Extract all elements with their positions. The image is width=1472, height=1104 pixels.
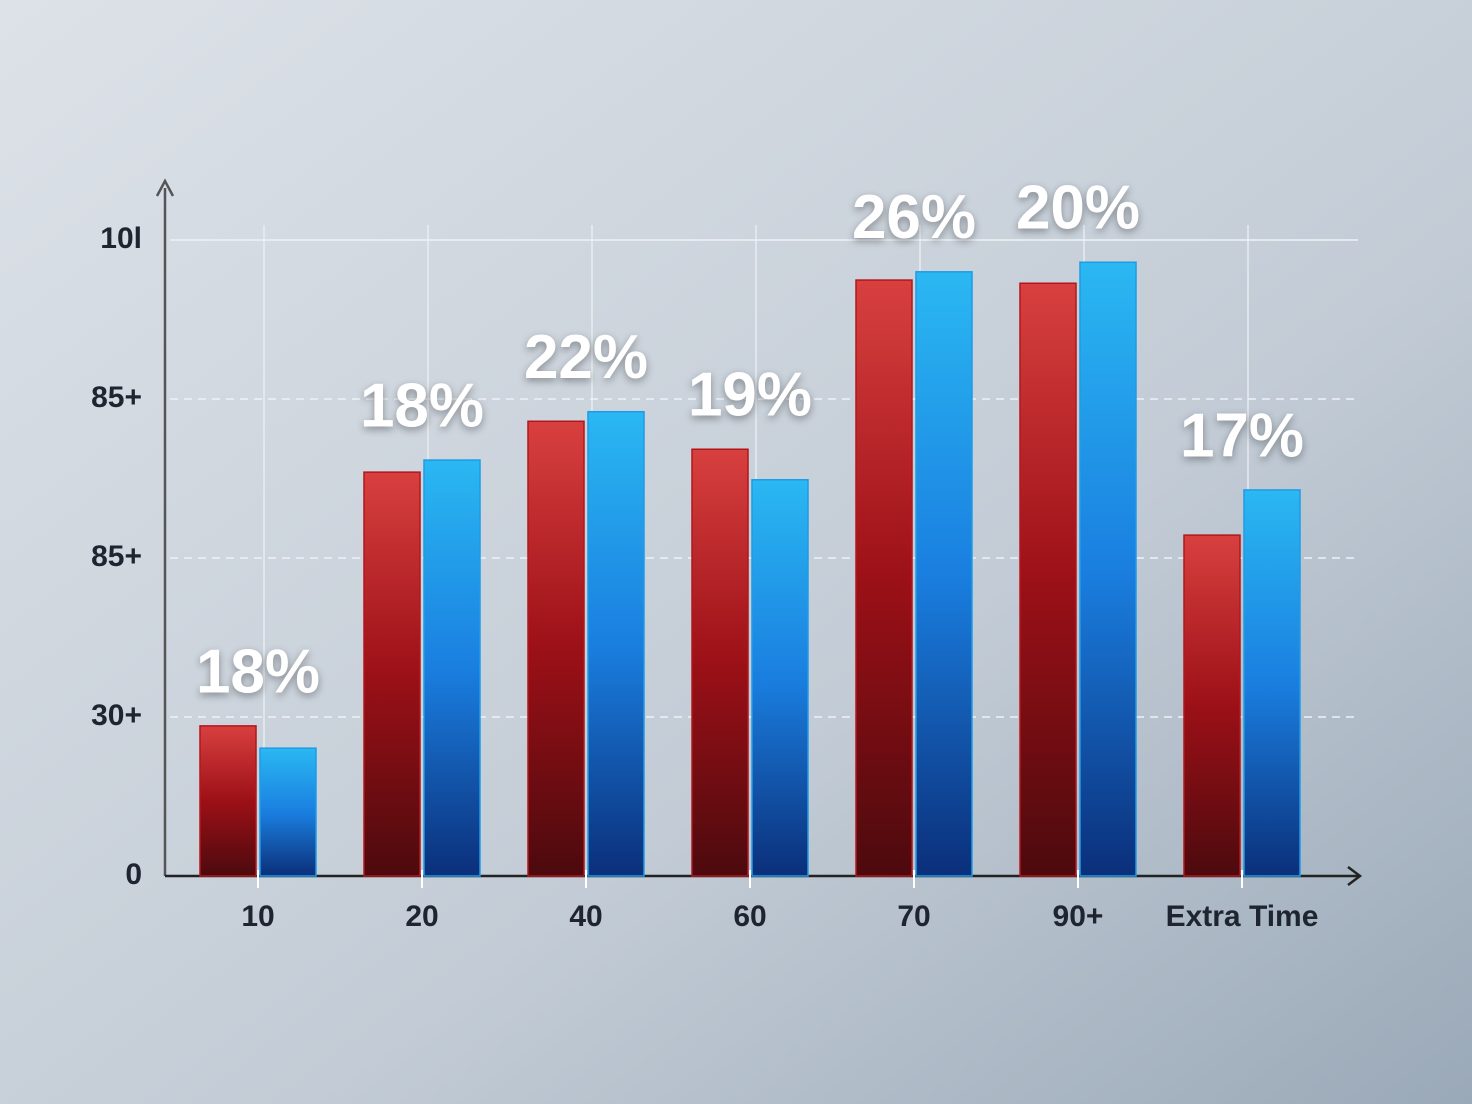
- bar: [855, 279, 913, 877]
- x-tick-label: 90+: [1053, 900, 1104, 933]
- annotation: 26%: [852, 183, 976, 252]
- bar: [423, 459, 481, 877]
- y-tick-label: 85+: [91, 381, 142, 414]
- bar: [751, 479, 809, 877]
- bar: [691, 448, 749, 877]
- y-axis-arrow: [155, 178, 175, 197]
- bar: [259, 747, 317, 877]
- bar: [199, 725, 257, 877]
- bar: [527, 420, 585, 877]
- annotation: 20%: [1016, 174, 1140, 243]
- x-tick-label: 60: [733, 900, 766, 933]
- y-tick-label: 0: [125, 858, 142, 891]
- bar: [1079, 261, 1137, 877]
- annotation: 18%: [360, 371, 484, 440]
- x-tick-label: 20: [405, 900, 438, 933]
- x-axis-arrow: [1347, 866, 1363, 886]
- annotation: 22%: [524, 323, 648, 392]
- bar: [915, 271, 973, 877]
- x-tick-label: 40: [569, 900, 602, 933]
- annotation: 18%: [196, 637, 320, 706]
- bar: [587, 410, 645, 877]
- annotation: 19%: [688, 361, 812, 430]
- x-tick-label: 70: [897, 900, 930, 933]
- plot: 0 30+ 85+ 85+ 10l 10 18% 20 18% 40 22% 60 19% 70 26% 90…: [91, 174, 1358, 933]
- y-tick-label: 10l: [100, 222, 142, 255]
- bar: [1183, 534, 1241, 877]
- bar: [1243, 489, 1301, 877]
- x-tick-label: Extra Time: [1166, 900, 1319, 933]
- annotation: 17%: [1180, 401, 1304, 470]
- y-tick-label: 30+: [91, 699, 142, 732]
- x-tick-label: 10: [241, 900, 274, 933]
- y-tick-label: 85+: [91, 540, 142, 573]
- bar: [1019, 282, 1077, 877]
- bar: [363, 471, 421, 877]
